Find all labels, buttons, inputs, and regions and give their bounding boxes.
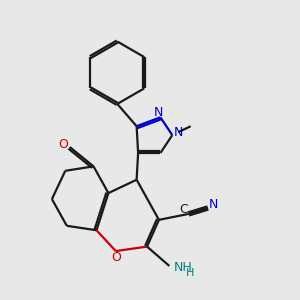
Text: O: O: [58, 138, 68, 151]
Text: N: N: [174, 126, 184, 139]
Text: N: N: [208, 199, 218, 212]
Text: H: H: [186, 268, 195, 278]
Text: N: N: [154, 106, 164, 119]
Text: NH: NH: [174, 261, 193, 274]
Text: C: C: [179, 203, 188, 216]
Text: O: O: [111, 251, 121, 264]
